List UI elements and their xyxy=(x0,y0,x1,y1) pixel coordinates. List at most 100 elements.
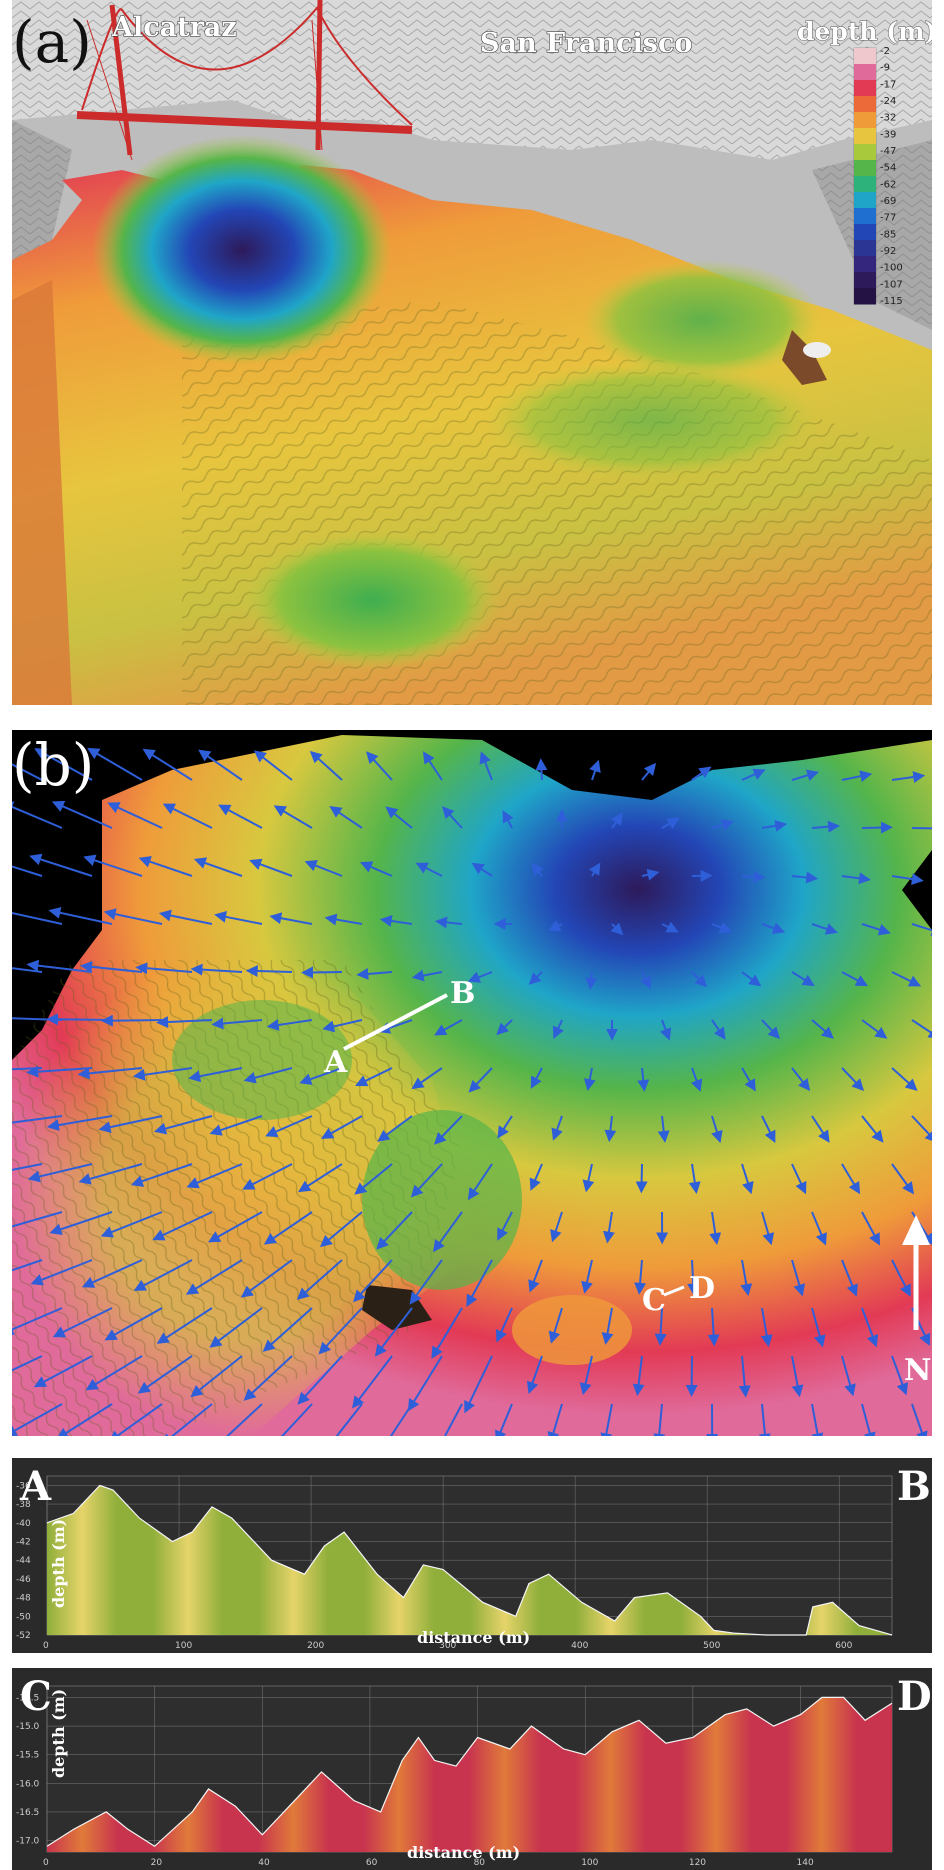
x-tick-label: 20 xyxy=(151,1858,163,1868)
current-vector-arrow xyxy=(861,1115,884,1143)
current-vector-arrow xyxy=(738,1355,751,1398)
profile-c-d: -14.5 -15.0 -15.5 -16.0 -16.5 -17.0 0 20 40 60 80 1… xyxy=(12,1668,932,1870)
current-vector-arrow xyxy=(471,862,493,877)
current-vector-arrow xyxy=(741,1163,754,1195)
current-vector-arrow xyxy=(34,748,93,781)
current-vector-arrow xyxy=(641,868,660,881)
current-vector-arrow xyxy=(185,1259,243,1295)
profile-c-d-area xyxy=(47,1697,892,1852)
current-vector-arrow xyxy=(911,1115,932,1143)
current-vector-arrow xyxy=(190,963,243,976)
current-vector-arrow xyxy=(83,854,143,877)
current-vector-arrow xyxy=(468,1067,493,1093)
label-san-francisco: San Francisco xyxy=(480,28,692,59)
current-vector-arrow xyxy=(209,1115,263,1136)
current-vector-arrow xyxy=(496,1019,513,1036)
current-vector-arrow xyxy=(443,1403,463,1436)
current-vector-arrow xyxy=(841,1163,861,1195)
current-vector-arrow xyxy=(218,804,263,829)
current-vector-arrow xyxy=(269,912,313,925)
current-vector-arrow xyxy=(100,1014,163,1027)
current-vector-arrow xyxy=(911,1403,928,1436)
legend-swatch xyxy=(854,96,876,113)
current-vector-arrow xyxy=(640,971,651,989)
legend-tick-label: -85 xyxy=(880,229,896,240)
current-vector-arrow xyxy=(709,1211,722,1245)
legend-tick-label: -9 xyxy=(880,63,890,74)
current-vector-arrow xyxy=(811,820,841,833)
current-vector-arrow xyxy=(12,1307,63,1335)
current-vector-arrow xyxy=(603,1211,615,1244)
legend-tick-label: -32 xyxy=(880,113,896,124)
current-vector-arrow xyxy=(891,1259,911,1297)
current-vector-arrow xyxy=(142,748,193,781)
legend-swatch xyxy=(854,208,876,225)
y-tick-label: -14.5 xyxy=(16,1693,39,1703)
current-vector-arrow xyxy=(911,923,932,937)
current-vector-arrow xyxy=(51,800,113,829)
current-vector-arrow xyxy=(410,1163,443,1198)
current-vector-arrow xyxy=(108,1403,163,1436)
y-tick-label: -15.5 xyxy=(16,1751,39,1761)
legend-swatch xyxy=(854,144,876,161)
current-vector-arrow xyxy=(296,1259,343,1300)
current-vector-arrow xyxy=(78,1163,143,1185)
current-vector-arrow xyxy=(56,1403,113,1436)
current-vector-arrow xyxy=(761,1115,776,1143)
current-vector-arrow xyxy=(324,913,363,926)
current-vector-arrow xyxy=(132,1067,193,1081)
current-vector-arrow xyxy=(464,1355,493,1414)
current-vector-arrow xyxy=(135,962,193,975)
current-vector-arrow xyxy=(841,770,873,783)
current-vector-arrow xyxy=(891,1163,914,1195)
current-vector-arrow xyxy=(81,1259,143,1288)
panel-a-perspective-bathymetry: -2 -9 -17 -24 -32 -39 -47 -54 -62 -69 -77 -85 -92 -10… xyxy=(12,0,932,705)
current-vector-arrow xyxy=(581,1259,593,1294)
x-tick-label: 0 xyxy=(43,1641,49,1651)
current-vector-arrow xyxy=(377,1115,413,1142)
profile-c-d-end: D xyxy=(897,1673,932,1720)
current-vector-arrow xyxy=(186,1163,243,1189)
current-vector-arrow xyxy=(242,1163,293,1190)
legend-tick-label: -100 xyxy=(880,263,903,274)
current-vector-arrow xyxy=(352,1355,393,1409)
current-vector-arrow xyxy=(263,1211,313,1245)
current-vector-arrow xyxy=(12,1115,63,1124)
current-vector-arrow xyxy=(467,971,493,983)
current-vector-arrow xyxy=(366,751,393,781)
current-vector-arrow xyxy=(811,1211,827,1246)
current-vector-arrow xyxy=(12,1259,43,1272)
current-vector-arrow xyxy=(600,1403,613,1436)
current-vector-arrow xyxy=(432,1211,463,1253)
current-vector-arrow xyxy=(690,1067,703,1092)
current-vector-arrow xyxy=(661,817,680,829)
current-vector-arrow xyxy=(431,1307,463,1359)
current-vector-arrow xyxy=(85,1355,143,1391)
current-vector-arrow xyxy=(634,1259,647,1295)
current-vector-arrow xyxy=(98,1115,163,1134)
current-vectors xyxy=(12,747,932,1436)
current-vector-arrow xyxy=(253,750,293,781)
x-tick-label: 80 xyxy=(474,1858,486,1868)
current-vector-arrow xyxy=(547,1403,563,1436)
current-vector-arrow xyxy=(711,1019,726,1040)
x-tick-label: 40 xyxy=(258,1858,270,1868)
current-vector-arrow xyxy=(434,916,463,929)
current-vector-arrow xyxy=(548,920,563,931)
current-vector-arrow xyxy=(12,1355,43,1372)
current-vector-arrow xyxy=(552,1019,564,1039)
current-vector-arrow xyxy=(422,751,443,781)
current-vector-arrow xyxy=(104,1307,163,1341)
current-vector-arrow xyxy=(811,1115,830,1143)
current-vector-arrow xyxy=(12,1163,43,1171)
panel-label-b: (b) xyxy=(12,731,94,799)
current-vector-arrow xyxy=(376,1211,413,1250)
current-vector-arrow xyxy=(841,1067,865,1091)
profile-a-b-line xyxy=(46,1484,893,1636)
current-vector-arrow xyxy=(49,1211,113,1235)
legend-swatch xyxy=(854,112,876,129)
current-vector-arrow xyxy=(497,1211,513,1241)
current-vector-arrow xyxy=(659,1019,672,1041)
current-vector-arrow xyxy=(691,971,708,988)
legend-tick-label: -77 xyxy=(880,213,896,224)
